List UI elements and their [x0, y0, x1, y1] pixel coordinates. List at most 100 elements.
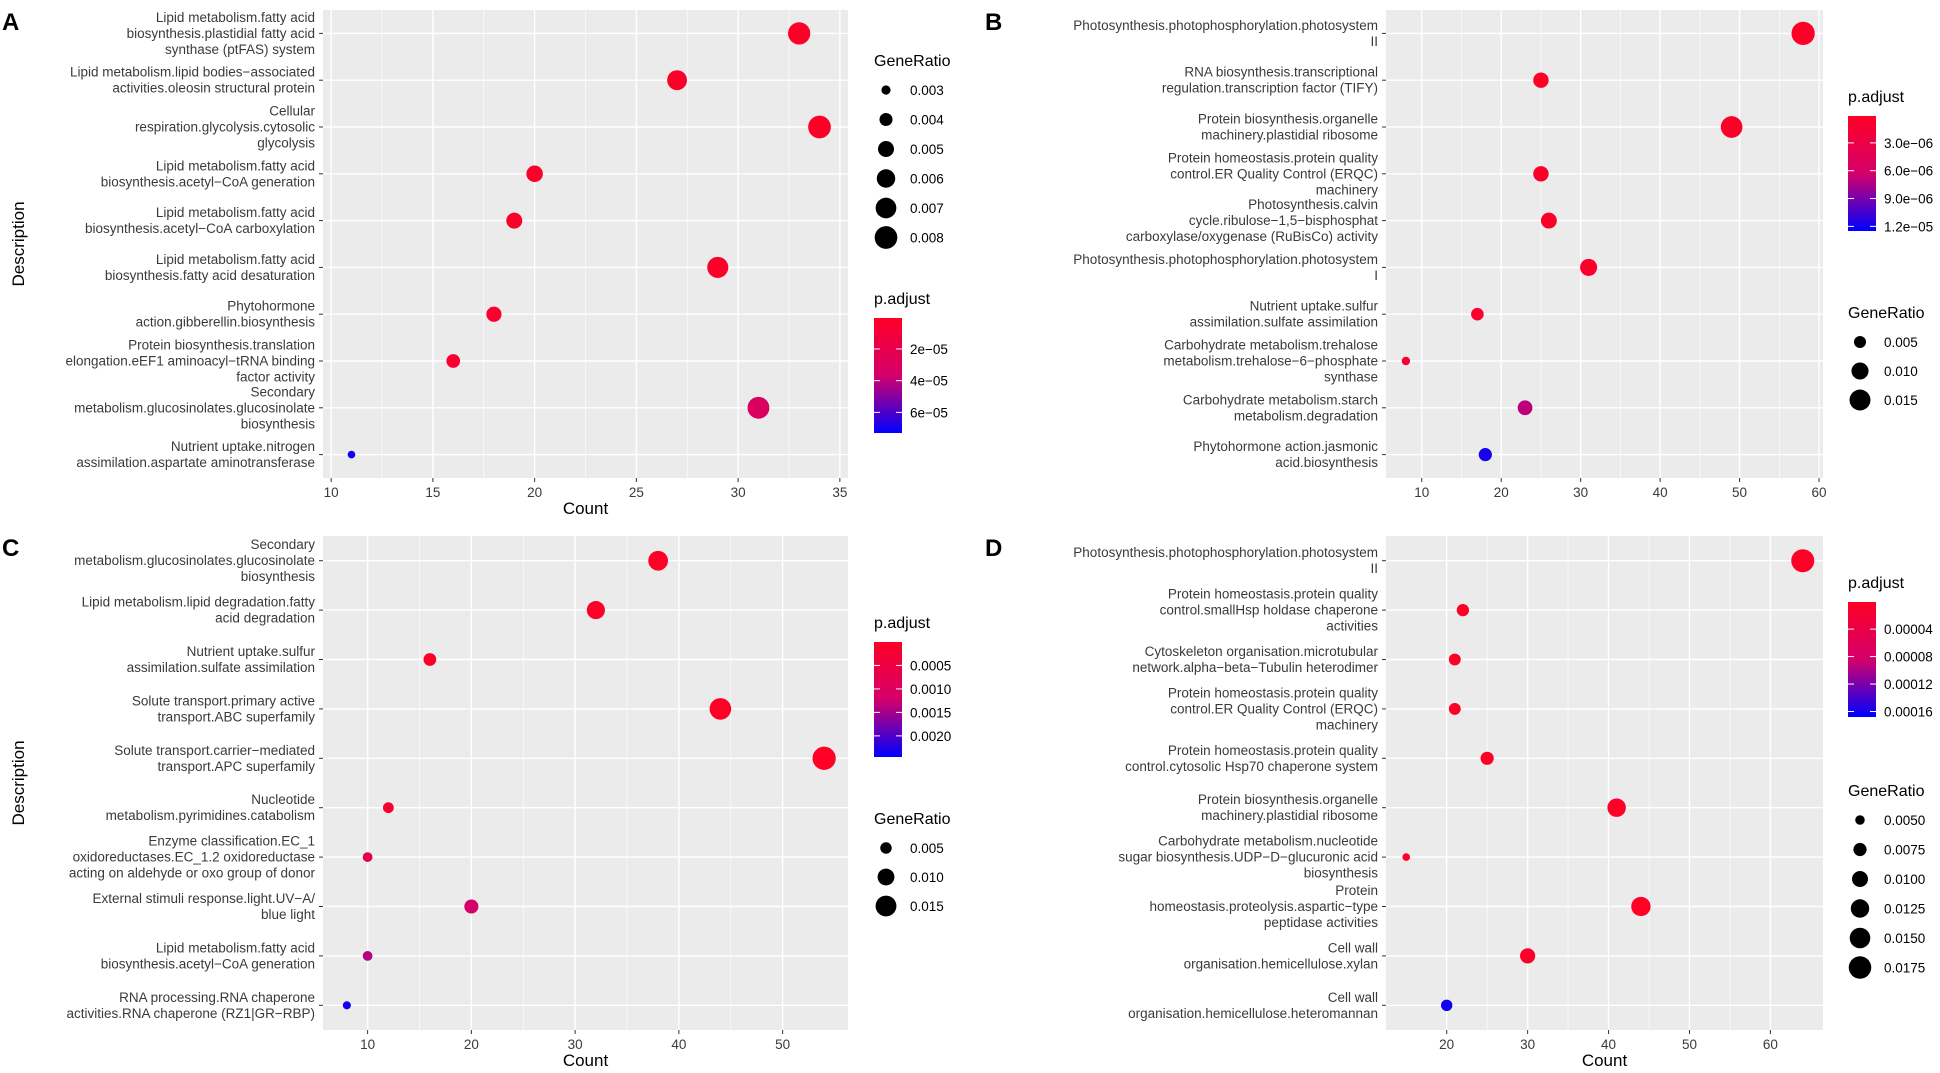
size-legend-label: 0.010 [910, 870, 944, 885]
point-protein-homeostasis-protein-quality-control-cyto [1480, 751, 1494, 765]
size-legend-title: GeneRatio [874, 53, 951, 70]
y-tick-label: Lipid metabolism.lipid bodies−associated… [70, 65, 315, 96]
size-legend-key [874, 226, 898, 249]
x-tick-label: 20 [464, 1037, 479, 1052]
y-tick-label: Protein homeostasis.proteolysis.aspartic−… [1150, 883, 1379, 930]
color-legend-label: 3.0e−06 [1884, 136, 1933, 151]
point-nucleotide-metabolism-pyrimidines-catabolism [382, 802, 394, 814]
y-tick-label: Secondary metabolism.glucosinolates.gluco… [74, 384, 315, 431]
x-tick-label: 35 [832, 485, 847, 500]
y-tick-label: Lipid metabolism.lipid degradation.fatty… [82, 595, 316, 626]
color-legend-label: 6.0e−06 [1884, 164, 1933, 179]
color-legend-bar [1848, 116, 1876, 231]
y-tick-label: Cellular respiration.glycolysis.cytosolic… [135, 104, 316, 151]
point-nutrient-uptake-nitrogen-assimilation-aspartate- [347, 450, 356, 459]
y-tick-label: Photosynthesis.photophosphorylation.phot… [1073, 252, 1378, 283]
point-protein-homeostasis-protein-quality-control-er-q [1448, 702, 1461, 715]
size-legend-key [881, 85, 891, 95]
color-legend-label: 0.0005 [910, 658, 951, 673]
point-enzyme-classification-ec-1-oxidoreductases-ec-1- [362, 852, 373, 862]
size-legend-label: 0.0150 [1884, 931, 1925, 946]
x-tick-label: 50 [1682, 1037, 1697, 1052]
y-tick-label: Protein biosynthesis.organelle machinery.… [1198, 112, 1378, 143]
color-legend-label: 0.00008 [1884, 650, 1933, 665]
size-legend-label: 0.008 [910, 231, 944, 246]
size-legend-key [880, 842, 892, 854]
x-axis-title: Count [1582, 1051, 1628, 1070]
y-tick-label: Photosynthesis.calvin cycle.ribulose−1,5−… [1126, 197, 1378, 244]
point-phytohormone-action-gibberellin-biosynthesis [486, 306, 502, 322]
y-axis-title: Description [9, 201, 28, 286]
size-legend-title: GeneRatio [1848, 305, 1925, 322]
x-tick-label: 10 [324, 485, 339, 500]
size-legend-key [1851, 362, 1869, 380]
point-secondary-metabolism-glucosinolates-glucosinolat [648, 550, 668, 571]
point-lipid-metabolism-fatty-acid-biosynthesis-fatty-a [707, 256, 729, 278]
point-secondary-metabolism-glucosinolates-glucosinolat [747, 396, 770, 419]
y-tick-label: Carbohydrate metabolism.nucleotide sugar … [1118, 834, 1378, 881]
color-legend-label: 0.0020 [910, 729, 951, 744]
y-tick-label: Protein homeostasis.protein quality contr… [1168, 685, 1378, 732]
size-legend-key [1851, 870, 1869, 888]
color-legend-label: 2e−05 [910, 342, 948, 357]
point-photosynthesis-calvin-cycle-ribulose-1-5-bisphos [1540, 212, 1557, 229]
panel-letter: D [985, 535, 1002, 562]
point-carbohydrate-metabolism-starch-metabolism-degrad [1517, 400, 1533, 416]
size-legend-key [876, 169, 896, 188]
point-lipid-metabolism-fatty-acid-biosynthesis-plastid [788, 22, 811, 45]
y-tick-label: Solute transport.carrier−mediated transpo… [114, 743, 315, 774]
y-tick-label: RNA biosynthesis.transcriptional regulati… [1162, 65, 1378, 96]
x-tick-label: 20 [1439, 1037, 1454, 1052]
color-legend-bar [874, 318, 902, 433]
y-tick-label: Nutrient uptake.sulfur assimilation.sulfa… [1190, 299, 1379, 330]
x-tick-label: 40 [1601, 1037, 1616, 1052]
point-rna-processing-rna-chaperone-activities-rna-chap [342, 1001, 351, 1010]
size-legend-key [1854, 336, 1866, 348]
y-tick-label: Carbohydrate metabolism.starch metabolism… [1183, 392, 1378, 423]
y-tick-label: Nutrient uptake.nitrogen assimilation.asp… [76, 439, 315, 470]
color-legend-title: p.adjust [874, 615, 931, 632]
point-nutrient-uptake-sulfur-assimilation-sulfate-assi [1471, 307, 1484, 321]
size-legend-key [1855, 815, 1865, 825]
y-tick-label: Protein biosynthesis.organelle machinery.… [1198, 792, 1378, 823]
point-solute-transport-carrier-mediated-transport-apc- [812, 746, 836, 770]
size-legend-label: 0.004 [910, 113, 944, 128]
color-legend-label: 6e−05 [910, 405, 948, 420]
y-tick-label: Protein homeostasis.protein quality contr… [1160, 587, 1379, 634]
y-tick-label: Secondary metabolism.glucosinolates.gluco… [74, 537, 315, 584]
panel-letter: C [2, 535, 19, 562]
point-photosynthesis-photophosphorylation-photosystem- [1580, 258, 1598, 276]
point-protein-biosynthesis-organelle-machinery-plastid [1607, 798, 1626, 817]
y-tick-label: Nucleotide metabolism.pyrimidines.catabol… [106, 792, 315, 823]
point-external-stimuli-response-light-uv-a-blue-light [464, 899, 479, 914]
size-legend-label: 0.010 [1884, 364, 1918, 379]
size-legend-label: 0.005 [1884, 335, 1918, 350]
color-legend-label: 0.0015 [910, 705, 951, 720]
y-tick-label: Enzyme classification.EC_1 oxidoreductase… [69, 834, 316, 881]
size-legend-title: GeneRatio [874, 811, 951, 828]
y-tick-label: Lipid metabolism.fatty acid biosynthesis.… [85, 205, 315, 236]
point-carbohydrate-metabolism-nucleotide-sugar-biosynt [1402, 853, 1411, 861]
color-legend-title: p.adjust [1848, 575, 1905, 592]
point-protein-homeostasis-protein-quality-control-er-q [1533, 166, 1549, 182]
y-tick-label: Lipid metabolism.fatty acid biosynthesis.… [127, 10, 315, 57]
color-legend-title: p.adjust [874, 291, 931, 308]
size-legend-key [1849, 389, 1871, 411]
y-tick-label: Solute transport.primary active transport… [132, 693, 315, 724]
point-lipid-metabolism-lipid-bodies-associated-activit [667, 70, 687, 91]
y-tick-label: Phytohormone action.jasmonic acid.biosynt… [1193, 439, 1378, 470]
size-legend-label: 0.0125 [1884, 902, 1925, 917]
point-lipid-metabolism-fatty-acid-biosynthesis-acetyl- [362, 951, 373, 961]
y-tick-label: RNA processing.RNA chaperone activities.R… [67, 990, 315, 1021]
size-legend-label: 0.006 [910, 172, 944, 187]
size-legend-key [875, 197, 897, 219]
size-legend-label: 0.015 [910, 899, 944, 914]
point-nutrient-uptake-sulfur-assimilation-sulfate-assi [423, 653, 437, 666]
point-cytoskeleton-organisation-microtubular-network-a [1448, 653, 1461, 666]
y-tick-label: Photosynthesis.photophosphorylation.phot… [1073, 545, 1378, 576]
size-legend-key [878, 141, 894, 157]
panel-c: C 10 20 30 40 50 Secondary metabolism.glucosino… [2, 535, 951, 1070]
size-legend-label: 0.0075 [1884, 843, 1925, 858]
x-tick-label: 20 [1494, 485, 1509, 500]
